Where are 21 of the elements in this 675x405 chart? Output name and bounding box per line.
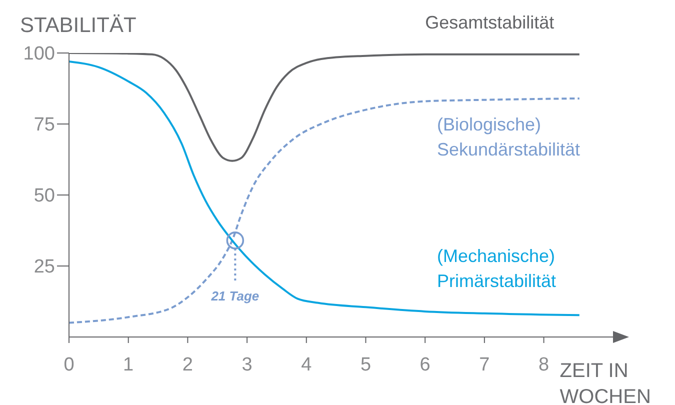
series-label: (Mechanische) Primärstabilität (436, 246, 556, 292)
x-tick-label: 4 (301, 354, 312, 376)
y-tick-label: 75 (34, 114, 55, 136)
x-tick-label: 7 (479, 354, 490, 376)
x-tick-label: 0 (64, 354, 74, 376)
series-label: Gesamtstabilität (425, 12, 554, 32)
annotation: 21 Tage (210, 288, 260, 304)
x-axis-title: ZEIT IN WOCHEN (560, 360, 651, 405)
y-tick-label: 25 (34, 256, 55, 278)
line-series (69, 60, 580, 316)
y-tick-label: 100 (23, 44, 55, 65)
y-axis-title: STABILITÄT (20, 14, 136, 37)
x-tick-label: 1 (123, 354, 134, 376)
x-tick-label: 3 (242, 354, 252, 376)
x-tick-label: 6 (420, 354, 430, 376)
x-tick-label: 8 (538, 354, 550, 376)
x-tick-label: 2 (182, 354, 193, 376)
line-series (69, 97, 580, 324)
series-label: (Biologische) Sekundärstabilität (436, 114, 580, 160)
y-tick-label: 50 (34, 186, 55, 207)
x-tick-label: 5 (360, 354, 372, 376)
